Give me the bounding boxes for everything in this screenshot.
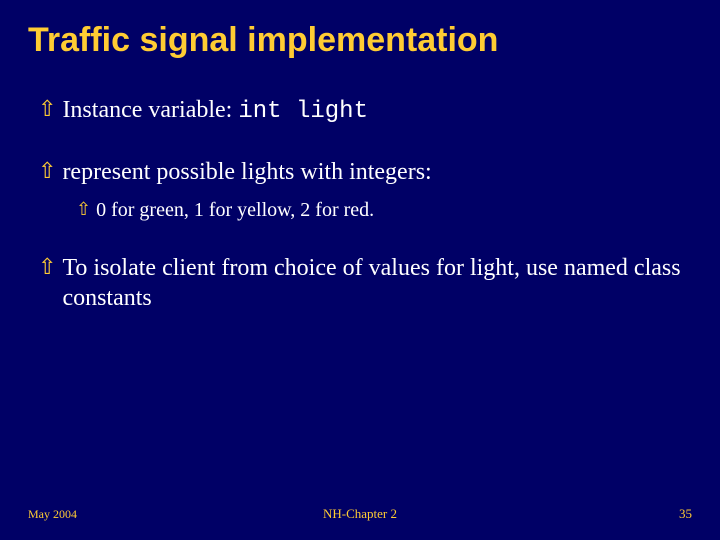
bullet-arrow-icon: ⇧ xyxy=(38,95,56,123)
bullet-item: ⇧ Instance variable: int light xyxy=(38,95,692,127)
footer-page-number: 35 xyxy=(679,506,692,522)
footer: May 2004 NH-Chapter 2 35 xyxy=(0,506,720,522)
bullet-text: represent possible lights with integers: xyxy=(62,157,431,187)
footer-date: May 2004 xyxy=(28,507,77,522)
code-text: int light xyxy=(238,98,368,125)
sub-bullet-item: ⇧ 0 for green, 1 for yellow, 2 for red. xyxy=(76,197,692,223)
bullet-arrow-icon: ⇧ xyxy=(38,157,56,185)
bullet-text: To isolate client from choice of values … xyxy=(62,253,692,313)
bullet-arrow-icon: ⇧ xyxy=(38,253,56,281)
bullet-item: ⇧ represent possible lights with integer… xyxy=(38,157,692,187)
sub-bullet-text: 0 for green, 1 for yellow, 2 for red. xyxy=(96,197,374,223)
bullet-text: Instance variable: int light xyxy=(62,95,368,127)
slide: Traffic signal implementation ⇧ Instance… xyxy=(0,0,720,540)
bullet-arrow-icon: ⇧ xyxy=(76,197,91,221)
bullet-item: ⇧ To isolate client from choice of value… xyxy=(38,253,692,313)
bullet-prefix: Instance variable: xyxy=(62,97,238,123)
slide-title: Traffic signal implementation xyxy=(28,20,692,61)
footer-chapter: NH-Chapter 2 xyxy=(323,506,397,522)
